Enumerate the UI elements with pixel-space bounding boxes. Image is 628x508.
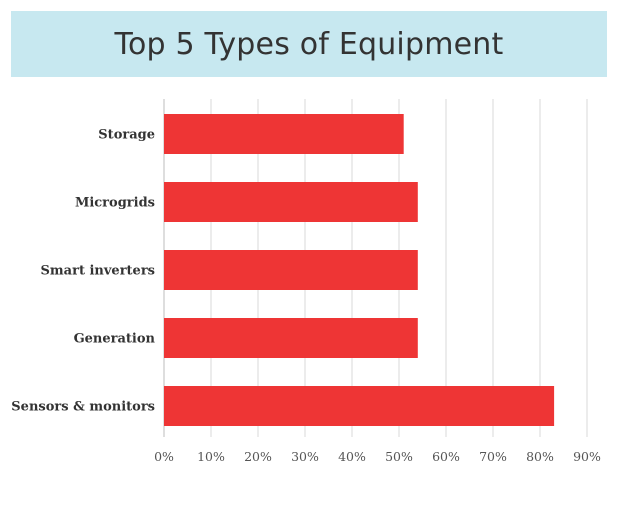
x-tick-label: 70% (479, 449, 507, 464)
category-label: Generation (74, 332, 156, 347)
bars (164, 114, 555, 426)
x-tick-label: 40% (338, 449, 366, 464)
bar-sensors-monitors (164, 386, 555, 426)
category-label: Storage (98, 128, 155, 143)
x-tick-label: 90% (573, 449, 601, 464)
x-tick-label: 0% (154, 449, 174, 464)
chart-title-banner: Top 5 Types of Equipment (11, 11, 607, 77)
chart-title: Top 5 Types of Equipment (114, 26, 504, 62)
category-labels: Storage Microgrids Smart inverters Generati… (11, 128, 155, 415)
bar-smart-inverters (164, 250, 418, 290)
x-tick-label: 10% (197, 449, 225, 464)
category-label: Sensors & monitors (11, 400, 155, 415)
category-label: Smart inverters (41, 264, 155, 279)
bar-microgrids (164, 182, 418, 222)
category-label: Microgrids (75, 196, 155, 211)
x-tick-label: 80% (526, 449, 554, 464)
x-tick-label: 30% (291, 449, 319, 464)
x-tick-label: 60% (432, 449, 460, 464)
bar-generation (164, 318, 418, 358)
x-tick-label: 20% (244, 449, 272, 464)
x-tick-labels: 0% 10% 20% 30% 40% 50% 60% 70% 80% 90% (154, 449, 601, 464)
bar-storage (164, 114, 404, 154)
x-tick-label: 50% (385, 449, 413, 464)
